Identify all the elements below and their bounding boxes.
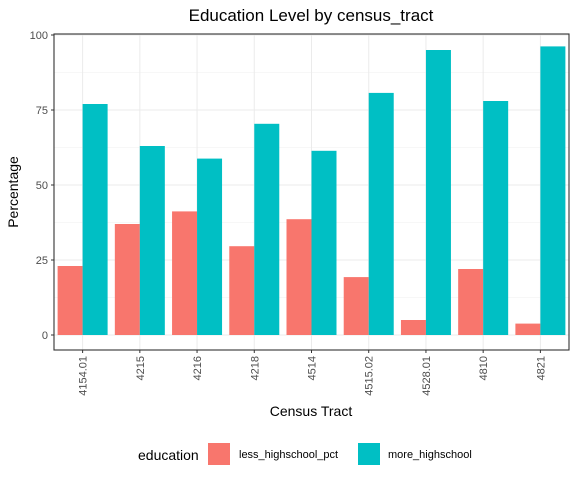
y-tick-label: 75 <box>36 105 48 117</box>
x-axis: 4154.01 4215 4216 4218 4514 4515.02 4528.01 481… <box>78 350 547 396</box>
chart-title: Education Level by census_tract <box>189 6 434 25</box>
x-tick-label: 4215 <box>135 356 147 380</box>
bar-less-highschool-pct-4218 <box>229 246 255 335</box>
bar-less-highschool-pct-4528.01 <box>400 320 426 335</box>
x-tick-label: 4216 <box>192 356 204 380</box>
bar-more-highschool-4514 <box>311 150 337 335</box>
y-axis: 0 25 50 75 100 <box>30 30 54 342</box>
x-tick-label: 4810 <box>478 356 490 380</box>
bar-more-highschool-4154.01 <box>82 104 108 335</box>
bar-less-highschool-pct-4215 <box>114 224 140 335</box>
bar-less-highschool-pct-4515.02 <box>343 277 369 335</box>
legend-key-less-highschool <box>208 443 230 465</box>
x-tick-label: 4821 <box>535 356 547 380</box>
bar-more-highschool-4810 <box>483 101 509 335</box>
y-tick-label: 100 <box>30 30 48 42</box>
bar-less-highschool-pct-4216 <box>172 211 198 335</box>
y-tick-label: 50 <box>36 180 48 192</box>
bar-less-highschool-pct-4154.01 <box>57 266 83 335</box>
legend-title: education <box>138 447 199 463</box>
legend: education less_highschool_pct more_highs… <box>138 443 472 465</box>
bar-more-highschool-4821 <box>540 46 566 336</box>
x-axis-title: Census Tract <box>270 403 353 419</box>
y-tick-label: 25 <box>36 255 48 267</box>
x-tick-label: 4154.01 <box>78 356 90 396</box>
bar-less-highschool-pct-4810 <box>458 269 484 335</box>
bar-more-highschool-4215 <box>139 146 165 335</box>
legend-label-less-highschool: less_highschool_pct <box>239 449 338 461</box>
bar-more-highschool-4528.01 <box>425 50 451 335</box>
bar-less-highschool-pct-4514 <box>286 219 312 335</box>
bars <box>57 46 566 336</box>
bar-less-highschool-pct-4821 <box>515 323 541 335</box>
legend-label-more-highschool: more_highschool <box>388 449 472 461</box>
x-tick-label: 4218 <box>249 356 261 380</box>
bar-more-highschool-4218 <box>254 123 280 335</box>
bar-more-highschool-4515.02 <box>368 92 394 336</box>
y-tick-label: 0 <box>42 330 48 342</box>
y-axis-title: Percentage <box>5 156 21 228</box>
x-tick-label: 4515.02 <box>364 356 376 396</box>
x-tick-label: 4528.01 <box>421 356 433 396</box>
legend-key-more-highschool <box>358 443 380 465</box>
bar-more-highschool-4216 <box>197 158 223 335</box>
x-tick-label: 4514 <box>307 356 319 380</box>
